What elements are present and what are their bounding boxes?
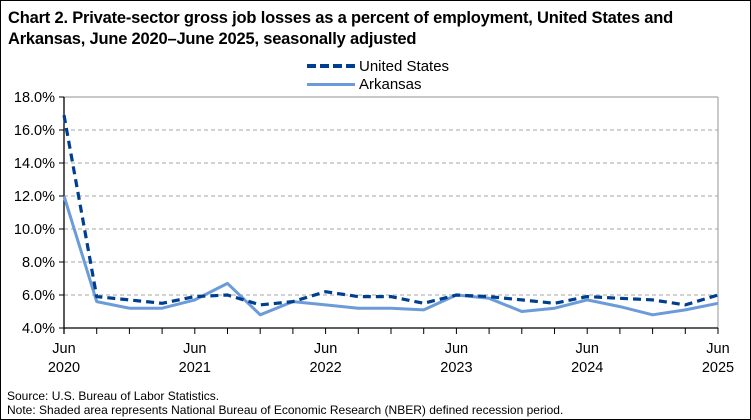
y-tick-label: 14.0% [14,156,55,172]
x-tick-label-month: Jun [706,341,729,357]
chart-title: Chart 2. Private-sector gross job losses… [8,9,674,48]
y-tick-label: 12.0% [14,189,55,205]
x-tick-label-year: 2024 [571,360,603,376]
legend-item-united-states: United States [307,57,449,75]
x-tick-label-year: 2023 [440,360,472,376]
x-tick-label-month: Jun [314,341,337,357]
x-tick-label-year: 2021 [179,360,211,376]
series-line-arkansas [62,195,719,317]
legend-label: United States [359,57,450,75]
legend-item-arkansas: Arkansas [307,75,449,93]
x-tick-label-year: 2025 [702,360,734,376]
x-tick-label-month: Jun [183,341,206,357]
chart-footer: Source: U.S. Bureau of Labor Statistics.… [7,389,563,417]
x-tick-label-year: 2022 [309,360,341,376]
x-tick-label-month: Jun [445,341,468,357]
dashed-line-swatch-icon [307,64,355,68]
source-text: Source: U.S. Bureau of Labor Statistics. [7,389,220,403]
x-tick-label-year: 2020 [48,360,80,376]
y-tick-label: 16.0% [14,123,55,139]
series-line-united-states [62,114,719,307]
y-tick-label: 10.0% [14,222,55,238]
note-text: Note: Shaded area represents National Bu… [7,403,564,417]
legend-label: Arkansas [359,75,422,93]
y-tick-label: 8.0% [22,255,55,271]
x-tick-label-month: Jun [52,341,75,357]
y-tick-label: 18.0% [14,90,55,106]
y-tick-label: 6.0% [22,288,55,304]
y-tick-label: 4.0% [22,321,55,337]
x-tick-label-month: Jun [576,341,599,357]
solid-line-swatch-icon [307,82,355,86]
legend: United States Arkansas [307,57,449,93]
